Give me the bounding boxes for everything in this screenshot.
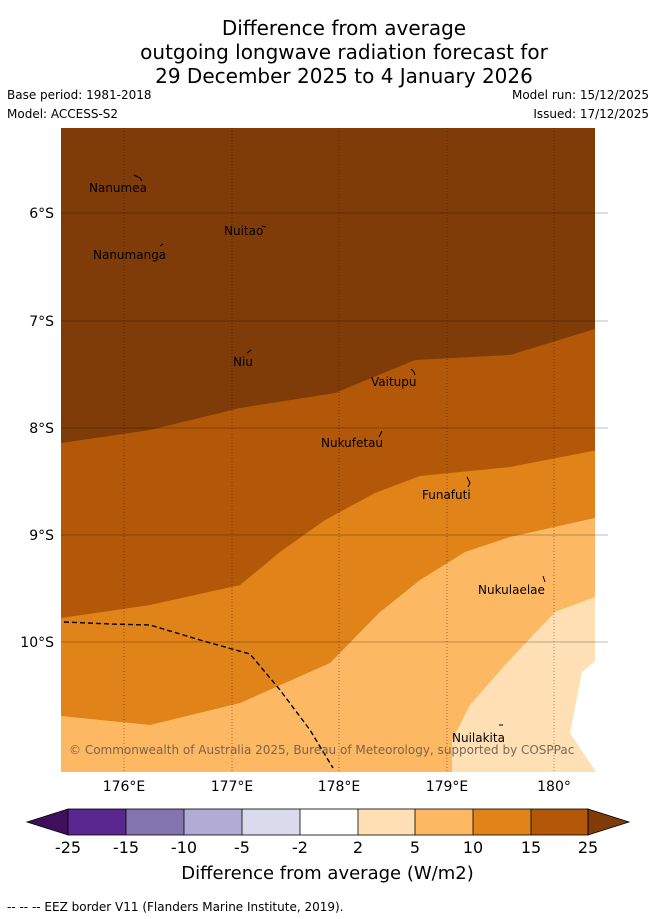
island-shape-nukulaelae bbox=[542, 575, 546, 583]
contour-field bbox=[61, 128, 608, 772]
lon-label-179e: 179°E bbox=[426, 779, 469, 795]
lon-label-178e: 178°E bbox=[318, 779, 361, 795]
map-figure: Nanumea Nuitao Nanumanga Niu Vaitupu Nuk… bbox=[20, 128, 631, 857]
colorbar-swatch-6 bbox=[358, 809, 415, 835]
colorbar-swatch-8 bbox=[473, 809, 531, 835]
lat-label-9s: 9°S bbox=[29, 528, 54, 544]
colorbar-frame bbox=[67, 808, 589, 836]
island-outlines bbox=[133, 174, 546, 726]
issued-date: Issued: 17/12/2025 bbox=[533, 107, 649, 121]
colorbar-extend-high bbox=[587, 808, 631, 836]
colorbar-swatch-2 bbox=[126, 809, 184, 835]
place-label-funafuti: Funafuti bbox=[422, 488, 471, 502]
no-data-edge bbox=[595, 128, 608, 772]
title-line-1: Difference from average bbox=[221, 16, 467, 40]
lat-axis-labels: 6°S 7°S 8°S 9°S 10°S bbox=[20, 206, 54, 651]
base-period: Base period: 1981-2018 bbox=[7, 88, 152, 102]
colorbar-tick-5: 2 bbox=[353, 838, 363, 857]
island-shape-nuitao bbox=[261, 225, 267, 228]
lat-label-10s: 10°S bbox=[20, 635, 54, 651]
graticule bbox=[61, 212, 608, 643]
colorbar-tick-0: -25 bbox=[55, 838, 81, 857]
model-run: Model run: 15/12/2025 bbox=[511, 88, 649, 102]
island-shape-nanumanga bbox=[159, 243, 164, 247]
colorbar-tick-9: 25 bbox=[578, 838, 598, 857]
place-label-nukufetau: Nukufetau bbox=[321, 436, 383, 450]
lon-label-180: 180° bbox=[537, 779, 571, 795]
title-line-2: outgoing longwave radiation forecast for bbox=[140, 40, 548, 64]
colorbar: -25 -15 -10 -5 -2 2 5 10 15 25 bbox=[25, 808, 631, 857]
place-label-nukulaelae: Nukulaelae bbox=[478, 583, 545, 597]
colorbar-ticks: -25 -15 -10 -5 -2 2 5 10 15 25 bbox=[55, 838, 598, 857]
place-label-nanumanga: Nanumanga bbox=[93, 248, 166, 262]
island-shape-nukufetau bbox=[378, 430, 383, 438]
colorbar-title: Difference from average (W/m2) bbox=[181, 863, 474, 884]
island-shape-nanumea bbox=[133, 174, 143, 182]
colorbar-swatch-7 bbox=[415, 809, 473, 835]
lon-axis-labels: 176°E 177°E 178°E 179°E 180° bbox=[103, 779, 571, 795]
band-2-5 bbox=[452, 592, 608, 772]
lon-label-176e: 176°E bbox=[103, 779, 146, 795]
map-title: Difference from average outgoing longwav… bbox=[0, 16, 655, 88]
colorbar-tick-3: -5 bbox=[234, 838, 250, 857]
title-line-3: 29 December 2025 to 4 January 2026 bbox=[155, 64, 533, 88]
island-shape-niu bbox=[246, 349, 252, 354]
island-shape-vaitupu bbox=[410, 368, 416, 376]
place-label-vaitupu: Vaitupu bbox=[371, 375, 417, 389]
colorbar-swatch-3 bbox=[184, 809, 242, 835]
eez-border bbox=[63, 621, 334, 769]
place-label-nuilakita: Nuilakita bbox=[452, 731, 505, 745]
colorbar-tick-6: 5 bbox=[410, 838, 420, 857]
colorbar-tick-4: -2 bbox=[292, 838, 308, 857]
colorbar-tick-8: 15 bbox=[521, 838, 541, 857]
place-label-nuitao: Nuitao bbox=[224, 224, 263, 238]
lat-label-6s: 6°S bbox=[29, 206, 54, 222]
place-label-niu: Niu bbox=[233, 355, 253, 369]
lat-label-8s: 8°S bbox=[29, 421, 54, 437]
place-labels: Nanumea Nuitao Nanumanga Niu Vaitupu Nuk… bbox=[89, 181, 545, 745]
colorbar-swatch-9 bbox=[531, 809, 588, 835]
graticule-lon bbox=[123, 128, 555, 772]
model-name: Model: ACCESS-S2 bbox=[7, 107, 119, 121]
place-label-nanumea: Nanumea bbox=[89, 181, 147, 195]
colorbar-tick-7: 10 bbox=[463, 838, 483, 857]
colorbar-tick-1: -15 bbox=[113, 838, 139, 857]
lat-label-7s: 7°S bbox=[29, 314, 54, 330]
colorbar-tick-2: -10 bbox=[171, 838, 197, 857]
colorbar-swatch-1 bbox=[68, 809, 126, 835]
island-shape-funafuti bbox=[466, 476, 471, 488]
lon-label-177e: 177°E bbox=[211, 779, 254, 795]
colorbar-swatch-4 bbox=[242, 809, 300, 835]
eez-legend-note: -- -- -- EEZ border V11 (Flanders Marine… bbox=[7, 900, 344, 914]
copyright-notice: © Commonwealth of Australia 2025, Bureau… bbox=[69, 743, 574, 757]
colorbar-extend-low bbox=[25, 808, 69, 836]
colorbar-swatch-5 bbox=[300, 809, 358, 835]
